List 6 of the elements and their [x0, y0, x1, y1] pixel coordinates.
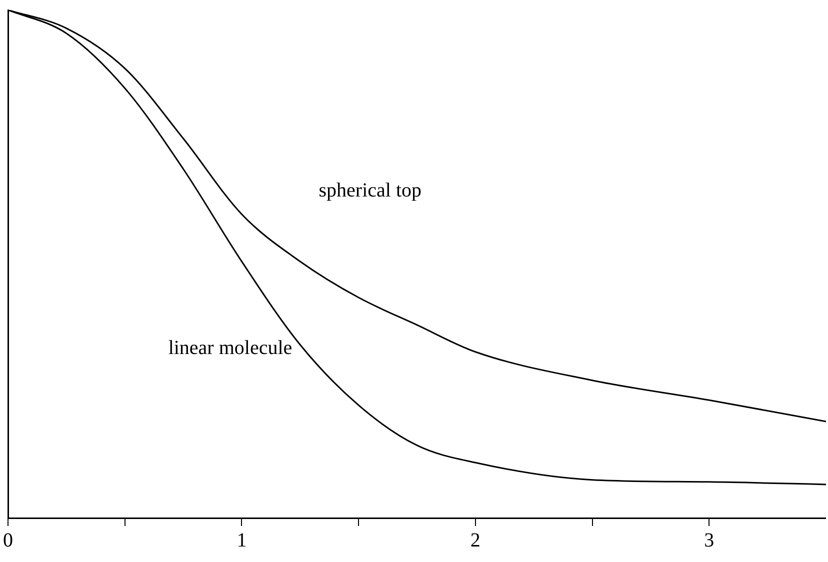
x-tick-label: 0: [3, 529, 13, 552]
text: spherical top: [318, 180, 422, 202]
series-label: linear molecule: [168, 337, 292, 360]
x-tick-label: 1: [236, 529, 247, 552]
x-tick-label: 3: [704, 529, 714, 552]
x-tick-label: 2: [470, 529, 480, 552]
